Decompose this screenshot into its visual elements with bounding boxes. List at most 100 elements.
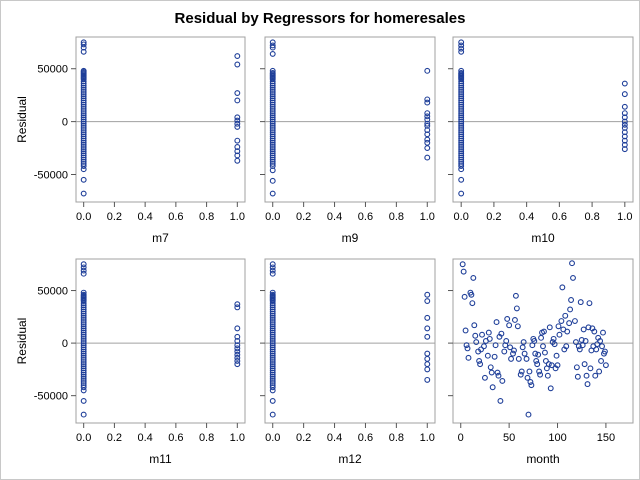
panel-6-data-point: [602, 362, 609, 369]
panel-3-data-point: [458, 78, 465, 85]
panel-5-x-tick-label: 0.4: [327, 432, 342, 444]
panel-6-data-point: [532, 350, 539, 357]
panel-5-data-point: [424, 325, 431, 332]
panel-2-data-point: [269, 190, 276, 197]
panel-5-x-tick-label: 0.0: [265, 432, 280, 444]
panel-6-data-point: [492, 342, 499, 349]
panel-5-data-point: [269, 384, 276, 391]
panel-3-data-point: [458, 122, 465, 129]
panel-1-data-point: [80, 76, 87, 83]
panel-1-x-tick-label: 0.0: [76, 211, 91, 223]
panel-6-data-point: [513, 305, 520, 312]
panel-6-data-point: [526, 368, 533, 375]
panel-6-data-point: [592, 372, 599, 379]
panel-4-data-point: [80, 375, 87, 382]
panel-5-x-tick-label: 0.6: [358, 432, 373, 444]
panel-6-data-point: [600, 329, 606, 336]
panel-1-data-point: [80, 129, 87, 136]
panel-6-data-point: [545, 361, 552, 368]
panel-3-data-point: [458, 141, 465, 148]
panel-2-data-point: [269, 160, 276, 167]
panel-4-data-point: [234, 301, 241, 308]
panel-3-data-point: [458, 80, 465, 87]
panel-1-data-point: [80, 86, 87, 93]
panel-6-data-point: [487, 364, 494, 371]
panel-4-data-point: [80, 323, 87, 330]
panel-3-data-point: [621, 133, 628, 140]
panel-5-data-point: [269, 325, 276, 332]
panel-1-data-point: [80, 82, 87, 89]
panel-5-data-point: [269, 298, 276, 305]
panel-5-data-point: [269, 267, 276, 274]
panel-4-data-point: [80, 397, 87, 404]
panel-3-data-point: [458, 176, 465, 183]
panel-3-data-point: [458, 101, 465, 108]
panel-3-data-point: [458, 118, 465, 125]
panel-4-data-point: [80, 317, 87, 323]
panel-3-data-point: [621, 118, 628, 125]
panel-1-data-point: [234, 157, 241, 164]
panel-6-data-point: [548, 362, 555, 369]
panel-4-data-point: [80, 308, 87, 315]
panel-6-x-tick-label: 100: [548, 432, 566, 444]
panel-2-data-point: [269, 152, 276, 159]
panel-2-data-point: [269, 139, 276, 146]
panel-4-data-point: [80, 261, 87, 268]
panel-5-data-point: [269, 331, 276, 338]
panel-2-data-point: [424, 113, 431, 120]
panel-6-data-point: [533, 358, 540, 364]
panel-6-data-point: [550, 335, 557, 342]
panel-2-data-point: [269, 146, 276, 153]
panel-2-data-point: [269, 97, 276, 104]
panel-1-data-point: [80, 158, 87, 165]
panel-3-data-point: [458, 148, 465, 155]
panel-1-data-point: [80, 146, 87, 153]
panel-1-data-point: [80, 108, 87, 114]
panel-6-data-point: [568, 297, 575, 303]
panel-4-data-point: [80, 373, 87, 380]
panel-1-data-point: [234, 117, 241, 124]
panel-5-data-point: [269, 361, 276, 368]
panel-6-data-point: [521, 350, 528, 357]
panel-5-data-point: [269, 365, 276, 372]
panel-1-data-point: [80, 144, 87, 150]
panel-2-x-tick-label: 0.8: [389, 211, 404, 223]
panel-6-data-point: [517, 371, 524, 378]
panel-4-data-point: [80, 342, 87, 349]
panel-1-data-point: [234, 53, 241, 59]
panel-1-data-point: [80, 154, 87, 161]
panel-3-data-point: [621, 146, 628, 153]
panel-6-data-point: [546, 324, 553, 331]
panel-5-data-point: [424, 333, 431, 340]
panel-2-x-tick-label: 0.2: [296, 211, 311, 223]
panel-5-data-point: [424, 376, 431, 383]
panel-6-data-point: [463, 342, 470, 349]
panel-3-data-point: [458, 110, 465, 117]
panel-5-x-tick-label: 0.8: [389, 432, 404, 444]
panel-3-data-point: [621, 125, 628, 131]
panel-2-data-point: [269, 50, 276, 57]
panel-2-data-point: [424, 154, 431, 161]
panel-6-data-point: [599, 343, 605, 350]
panel-4-data-point: [80, 352, 87, 359]
panel-6-data-point: [569, 260, 575, 267]
panel-3-data-point: [458, 108, 465, 114]
panel-5-data-point: [269, 411, 276, 418]
panel-2-x-axis-label: m9: [342, 231, 359, 245]
panel-6-data-point: [510, 350, 516, 357]
panel-1-x-tick-label: 0.4: [137, 211, 152, 223]
panel-5-data-point: [269, 304, 276, 311]
panel-2-data-point: [269, 150, 276, 157]
panel-4-data-point: [234, 358, 241, 364]
panel-4-y-tick-label: -50000: [34, 391, 68, 403]
panel-6-x-axis-label: month: [526, 452, 559, 466]
panel-1-data-point: [80, 135, 87, 142]
panel-5-data-point: [269, 333, 276, 340]
panel-1-data-point: [80, 163, 87, 169]
panel-5-data-point: [269, 338, 276, 344]
panel-5-data-point: [269, 373, 276, 380]
panel-1-data-point: [234, 97, 241, 104]
panel-6-data-point: [471, 322, 478, 329]
panel-6-data-point: [564, 328, 571, 335]
panel-5-data-point: [269, 352, 276, 359]
